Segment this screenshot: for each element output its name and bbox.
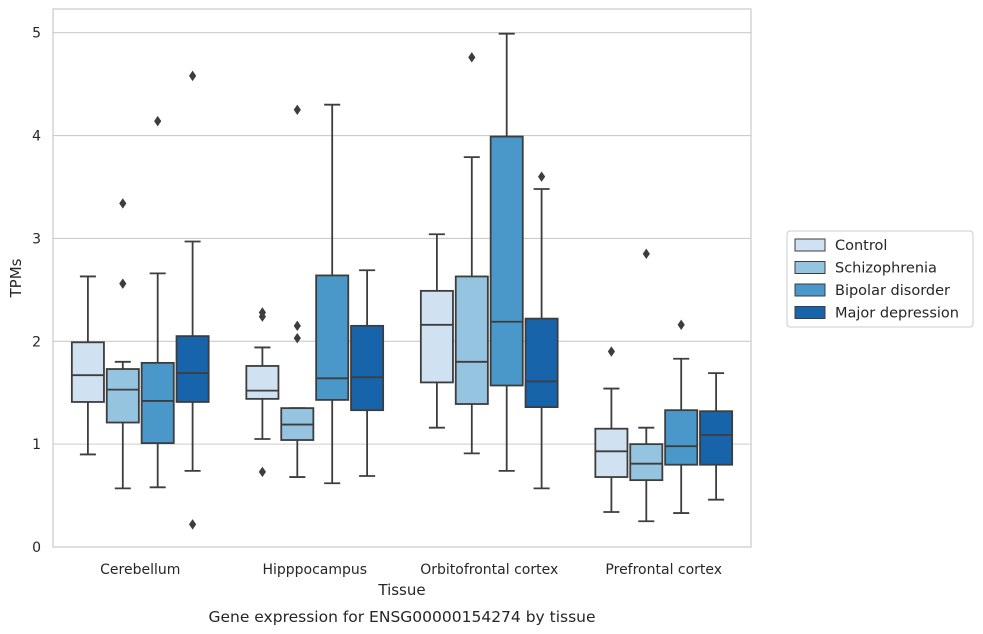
outlier-marker xyxy=(189,70,197,82)
legend-label: Schizophrenia xyxy=(835,261,937,277)
iqr-box xyxy=(524,317,559,408)
outlier-marker xyxy=(293,320,301,332)
legend-label: Bipolar disorder xyxy=(835,283,950,299)
iqr-box xyxy=(70,341,105,403)
iqr-box xyxy=(175,335,210,403)
legend-swatch xyxy=(794,238,826,252)
legend-swatch xyxy=(794,261,826,274)
legend-label: Major depression xyxy=(835,306,959,322)
box-bipolar-disorder xyxy=(664,319,699,514)
y-tick-label: 1 xyxy=(32,437,41,453)
outlier-marker xyxy=(677,319,685,331)
iqr-box xyxy=(594,427,629,478)
legend: Control Schizophrenia Bipolar disorder Majo… xyxy=(786,230,974,328)
box-control xyxy=(245,307,280,478)
box-schizophrenia xyxy=(454,52,489,455)
y-tick-label: 3 xyxy=(32,231,41,247)
box-major-depression xyxy=(350,269,385,477)
x-axis-label: Tissue xyxy=(377,581,425,599)
box-bipolar-disorder xyxy=(140,115,175,489)
y-tick-label: 0 xyxy=(32,540,41,556)
outlier-marker xyxy=(468,52,476,63)
iqr-box xyxy=(454,275,489,405)
box-control xyxy=(419,233,454,429)
iqr-box xyxy=(699,410,734,466)
box-bipolar-disorder xyxy=(315,103,350,485)
box-major-depression xyxy=(699,372,734,501)
iqr-box xyxy=(315,274,350,401)
iqr-box xyxy=(664,409,699,466)
iqr-box xyxy=(105,368,140,424)
outlier-marker xyxy=(119,278,127,289)
y-tick-label: 4 xyxy=(32,129,41,145)
outlier-marker xyxy=(258,466,266,478)
x-tick-label: Hipppocampus xyxy=(262,562,367,578)
chart-caption: Gene expression for ENSG00000154274 by t… xyxy=(208,608,595,626)
box-bipolar-disorder xyxy=(489,32,524,472)
iqr-box xyxy=(140,361,175,445)
outlier-marker xyxy=(642,248,650,260)
outlier-marker xyxy=(154,115,162,127)
y-tick-label: 5 xyxy=(32,26,41,42)
legend-swatch xyxy=(794,306,826,319)
x-tick-label: Prefrontal cortex xyxy=(605,562,722,578)
legend-label: Control xyxy=(835,238,887,254)
iqr-box xyxy=(489,135,524,387)
legend-swatch xyxy=(794,283,826,297)
outlier-marker xyxy=(538,171,546,182)
box-schizophrenia xyxy=(105,198,140,490)
legend-frame xyxy=(786,230,974,328)
boxes xyxy=(70,32,734,530)
x-tick-label: Orbitofrontal cortex xyxy=(420,562,558,578)
x-tick-label: Cerebellum xyxy=(100,562,180,578)
outlier-marker xyxy=(293,104,301,116)
y-tick-label: 2 xyxy=(32,334,41,350)
outlier-marker xyxy=(293,332,301,344)
box-schizophrenia xyxy=(629,248,664,523)
outlier-marker xyxy=(607,346,615,357)
y-axis-label: TPMs xyxy=(7,258,25,298)
box-schizophrenia xyxy=(280,104,315,478)
plot-frame xyxy=(52,8,752,548)
iqr-box xyxy=(245,365,280,400)
outlier-marker xyxy=(258,307,266,318)
box-major-depression xyxy=(524,171,559,490)
box-major-depression xyxy=(175,70,210,530)
box-control xyxy=(594,346,629,513)
iqr-box xyxy=(350,324,385,412)
tick-labels: 0 1 2 3 4 5 Cerebellum Hipppocampus Orbitofronta… xyxy=(32,26,722,578)
box-control xyxy=(70,275,105,456)
outlier-marker xyxy=(189,519,197,530)
outlier-marker xyxy=(119,198,127,209)
iqr-box xyxy=(419,289,454,384)
iqr-box xyxy=(629,443,664,482)
